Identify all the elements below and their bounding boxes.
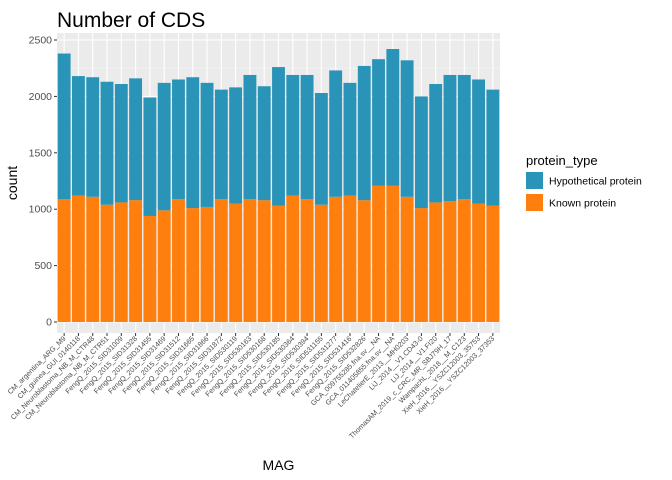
y-axis-title: count (4, 166, 20, 200)
bar-known (100, 204, 114, 322)
bar-hypothetical (200, 82, 214, 207)
chart-title: Number of CDS (57, 9, 205, 32)
y-tick-label: 0 (46, 317, 52, 329)
bar-known (300, 199, 314, 322)
bar-known (129, 200, 143, 322)
legend: protein_type Hypothetical protein Known p… (526, 153, 642, 211)
bar-known (443, 201, 457, 322)
bar-hypothetical (286, 74, 300, 196)
y-tick-label: 1500 (29, 147, 53, 159)
bar-hypothetical (314, 93, 328, 205)
bar-known (400, 196, 414, 322)
y-axis: 0 500 1000 1500 2000 2500 (29, 35, 57, 329)
bar-known (257, 200, 271, 322)
bar-hypothetical (157, 82, 171, 211)
bar-known (486, 205, 500, 322)
bar-hypothetical (472, 79, 485, 204)
bar-hypothetical (229, 87, 243, 204)
bar-hypothetical (129, 78, 143, 201)
bar-hypothetical (272, 67, 285, 206)
bar-known (214, 199, 228, 322)
bar-known (157, 210, 171, 322)
bar-hypothetical (300, 74, 314, 200)
bar-hypothetical (186, 77, 200, 209)
bar-hypothetical (243, 74, 257, 200)
bar-hypothetical (457, 74, 471, 200)
bar-hypothetical (143, 97, 157, 216)
bar-hypothetical (429, 83, 443, 203)
bar-hypothetical (372, 59, 385, 186)
bar-hypothetical (57, 53, 71, 200)
bar-known (57, 199, 71, 322)
bar-known (143, 215, 157, 322)
bar-known (72, 195, 85, 322)
bar-hypothetical (443, 74, 457, 202)
bar-hypothetical (172, 79, 185, 200)
bar-known (243, 199, 257, 322)
bar-hypothetical (400, 60, 414, 197)
bar-known (472, 203, 485, 322)
bar-hypothetical (329, 70, 343, 197)
bar-known (186, 208, 200, 322)
bar-hypothetical (414, 96, 428, 209)
legend-label: Known protein (549, 198, 616, 210)
bar-hypothetical (214, 89, 228, 200)
legend-label: Hypothetical protein (549, 176, 642, 188)
x-axis-title: MAG (263, 457, 295, 473)
bar-hypothetical (100, 81, 114, 205)
y-tick-label: 1000 (29, 204, 53, 216)
bar-known (386, 185, 400, 322)
bar-hypothetical (486, 89, 500, 206)
bar-hypothetical (72, 76, 85, 196)
bar-hypothetical (386, 49, 400, 186)
bar-known (172, 199, 185, 322)
bar-known (272, 205, 285, 322)
bar-known (200, 206, 214, 322)
bar-hypothetical (343, 82, 357, 196)
y-tick-label: 2000 (29, 91, 53, 103)
bar-known (329, 196, 343, 322)
bar-known (114, 202, 128, 322)
bar-known (357, 200, 371, 322)
legend-key (526, 194, 543, 211)
bar-hypothetical (257, 86, 271, 201)
bar-known (286, 195, 300, 322)
bar-known (414, 208, 428, 322)
legend-title: protein_type (526, 153, 598, 168)
bar-known (457, 199, 471, 322)
bar-hypothetical (114, 83, 128, 203)
bar-known (314, 204, 328, 322)
bar-known (229, 203, 243, 322)
bar-hypothetical (86, 77, 100, 197)
y-tick-label: 500 (34, 260, 52, 272)
x-axis: CM_argentina_ARG_M9CM_guinea_GUI_0140118… (6, 333, 496, 440)
bars (57, 49, 500, 322)
bar-hypothetical (357, 65, 371, 201)
bar-known (372, 185, 385, 322)
legend-key (526, 172, 543, 189)
bar-known (86, 196, 100, 322)
bar-known (429, 202, 443, 322)
y-tick-label: 2500 (29, 35, 53, 47)
bar-known (343, 195, 357, 322)
